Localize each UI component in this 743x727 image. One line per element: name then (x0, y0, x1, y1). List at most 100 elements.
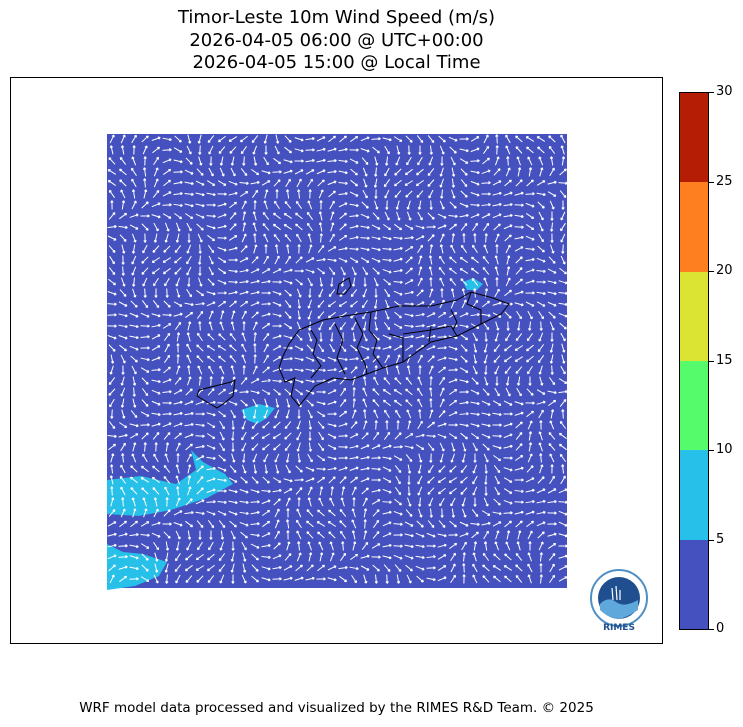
wind-arrow (526, 388, 534, 396)
wind-arrow (450, 453, 455, 463)
wind-arrow (395, 409, 401, 419)
wind-arrow (536, 269, 546, 273)
wind-arrow (253, 354, 257, 364)
wind-arrow (426, 225, 436, 229)
wind-arrow (262, 443, 270, 451)
rimes-logo: RIMES (586, 568, 652, 634)
wind-arrow (503, 444, 513, 449)
wind-arrow (362, 266, 368, 276)
wind-arrow (196, 310, 204, 319)
wind-arrow (252, 453, 258, 463)
wind-arrow (449, 542, 458, 550)
wind-arrow (439, 387, 445, 397)
wind-arrow (230, 321, 235, 331)
wind-arrow (526, 213, 535, 220)
wind-arrow (360, 213, 370, 219)
wind-arrow (549, 343, 554, 353)
colorbar-segment (680, 271, 708, 361)
wind-arrow (175, 222, 181, 232)
wind-arrow (328, 289, 336, 298)
wind-arrow (338, 434, 348, 438)
wind-arrow (206, 477, 216, 482)
wind-arrow (151, 532, 161, 538)
wind-arrow (505, 387, 511, 397)
wind-arrow (449, 201, 457, 209)
wind-arrow (418, 497, 422, 507)
wind-arrow (514, 454, 524, 461)
wind-arrow (394, 168, 402, 176)
wind-arrow (393, 399, 402, 407)
wind-arrow (462, 563, 466, 573)
wind-arrow (207, 388, 215, 396)
wind-arrow (394, 487, 402, 496)
wind-arrow (484, 486, 488, 496)
wind-arrow (306, 399, 314, 407)
wind-arrow (296, 233, 302, 243)
wind-arrow (415, 179, 424, 187)
wind-arrow (174, 321, 182, 330)
wind-arrow (263, 233, 269, 243)
wind-arrow (174, 432, 182, 440)
wind-arrow (396, 211, 401, 221)
wind-arrow (240, 531, 248, 539)
wind-arrow (206, 456, 216, 460)
wind-arrow (318, 343, 324, 353)
wind-arrow (352, 387, 356, 397)
wind-arrow (239, 257, 249, 263)
wind-arrow (483, 145, 490, 154)
wind-arrow (319, 277, 324, 287)
wind-arrow (538, 156, 544, 166)
wind-arrow (451, 508, 456, 518)
wind-arrow (187, 530, 192, 540)
wind-arrow (481, 412, 491, 417)
wind-arrow (362, 398, 368, 408)
wind-arrow (218, 410, 227, 418)
wind-arrow (165, 541, 170, 551)
wind-arrow (317, 179, 325, 187)
wind-arrow (516, 541, 521, 551)
wind-arrow (382, 477, 392, 483)
wind-arrow (384, 310, 390, 320)
wind-arrow (503, 400, 513, 406)
wind-arrow (176, 332, 181, 342)
wind-arrow (539, 376, 544, 386)
wind-arrow (340, 497, 345, 507)
wind-arrow (307, 409, 313, 419)
wind-arrow (253, 244, 258, 254)
wind-arrow (525, 192, 535, 196)
wind-arrow (349, 455, 359, 460)
wind-arrow (503, 456, 513, 460)
wind-arrow (405, 256, 413, 264)
wind-arrow (494, 365, 500, 375)
wind-arrow (418, 255, 423, 265)
wind-arrow (404, 433, 414, 439)
wind-arrow (558, 565, 568, 571)
wind-arrow (120, 464, 126, 474)
wind-arrow (459, 324, 469, 329)
wind-arrow (261, 543, 271, 548)
wind-arrow (393, 323, 403, 329)
wind-arrow (472, 442, 478, 452)
wind-arrow (175, 233, 180, 243)
wind-arrow (537, 245, 545, 253)
wind-arrow (164, 222, 170, 232)
wind-arrow (141, 564, 149, 572)
wind-arrow (382, 555, 392, 560)
wind-arrow (330, 211, 335, 221)
wind-arrow (483, 244, 489, 254)
wind-arrow (317, 509, 325, 517)
wind-arrow (484, 464, 488, 474)
wind-arrow (449, 146, 457, 154)
wind-arrow (395, 354, 401, 364)
district-boundaries (310, 291, 482, 379)
wind-arrow (240, 476, 248, 484)
wind-arrow (307, 277, 313, 287)
wind-arrow (415, 334, 425, 339)
wind-arrow (143, 233, 147, 243)
wind-arrow (208, 310, 214, 320)
wind-arrow (503, 488, 513, 494)
wind-arrow (217, 202, 227, 207)
wind-arrow (175, 530, 181, 540)
wind-arrow (218, 146, 226, 154)
wind-arrow (231, 420, 235, 430)
